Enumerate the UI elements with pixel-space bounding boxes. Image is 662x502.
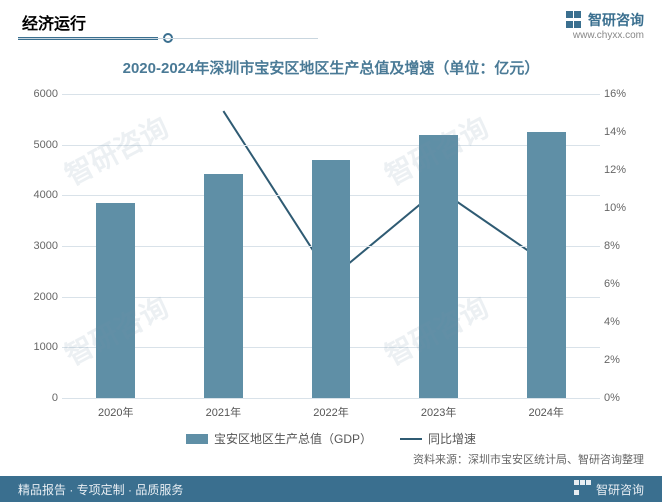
y-right-label: 14% — [604, 126, 644, 138]
y-right-label: 16% — [604, 88, 644, 100]
bar — [312, 160, 351, 398]
x-label: 2022年 — [313, 404, 348, 420]
header-dot — [163, 33, 173, 43]
gridline — [62, 398, 600, 399]
chart: 01000200030004000500060000%2%4%6%8%10%12… — [18, 94, 644, 424]
header-underline — [18, 38, 318, 40]
footer-left: 精品报告 · 专项定制 · 品质服务 — [18, 481, 183, 498]
bar — [204, 174, 243, 398]
chart-title: 2020-2024年深圳市宝安区地区生产总值及增速（单位：亿元） — [0, 57, 662, 78]
legend-bar-swatch — [186, 434, 208, 444]
y-left-label: 3000 — [18, 240, 58, 252]
y-right-label: 12% — [604, 164, 644, 176]
brand-url: www.chyxx.com — [573, 30, 644, 41]
brand-logo-icon — [566, 11, 584, 29]
y-left-label: 5000 — [18, 139, 58, 151]
y-right-label: 4% — [604, 316, 644, 328]
gridline — [62, 145, 600, 146]
legend-line: 同比增速 — [400, 430, 476, 447]
x-label: 2021年 — [206, 404, 241, 420]
bar — [96, 203, 135, 398]
y-left-label: 6000 — [18, 88, 58, 100]
legend-line-swatch — [400, 438, 422, 440]
y-right-label: 6% — [604, 278, 644, 290]
brand: 智研咨询 www.chyxx.com — [566, 10, 644, 41]
footer-right-text: 智研咨询 — [596, 481, 644, 498]
y-right-label: 0% — [604, 392, 644, 404]
brand-name: 智研咨询 — [588, 10, 644, 30]
x-label: 2023年 — [421, 404, 456, 420]
bar — [419, 135, 458, 398]
legend: 宝安区地区生产总值（GDP） 同比增速 — [0, 430, 662, 447]
legend-bar-label: 宝安区地区生产总值（GDP） — [214, 430, 372, 447]
x-label: 2024年 — [528, 404, 563, 420]
x-label: 2020年 — [98, 404, 133, 420]
y-left-label: 1000 — [18, 341, 58, 353]
source-text: 资料来源：深圳市宝安区统计局、智研咨询整理 — [0, 447, 662, 467]
footer-logo-icon — [574, 480, 592, 498]
y-right-label: 2% — [604, 354, 644, 366]
y-left-label: 2000 — [18, 291, 58, 303]
gridline — [62, 94, 600, 95]
y-right-label: 8% — [604, 240, 644, 252]
legend-bar: 宝安区地区生产总值（GDP） — [186, 430, 372, 447]
y-right-label: 10% — [604, 202, 644, 214]
bar — [527, 132, 566, 398]
footer: 精品报告 · 专项定制 · 品质服务 智研咨询 — [0, 476, 662, 502]
legend-line-label: 同比增速 — [428, 430, 476, 447]
y-left-label: 4000 — [18, 189, 58, 201]
y-left-label: 0 — [18, 392, 58, 404]
